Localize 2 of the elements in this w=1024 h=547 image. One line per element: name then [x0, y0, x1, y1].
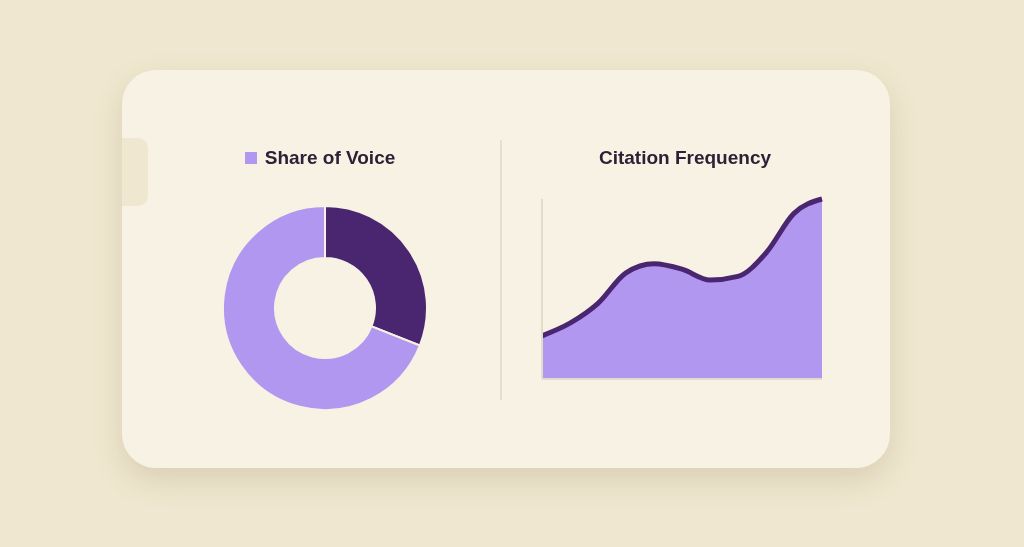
chart-title: Share of Voice: [264, 147, 396, 169]
chart-title: Citation Frequency: [597, 146, 773, 170]
